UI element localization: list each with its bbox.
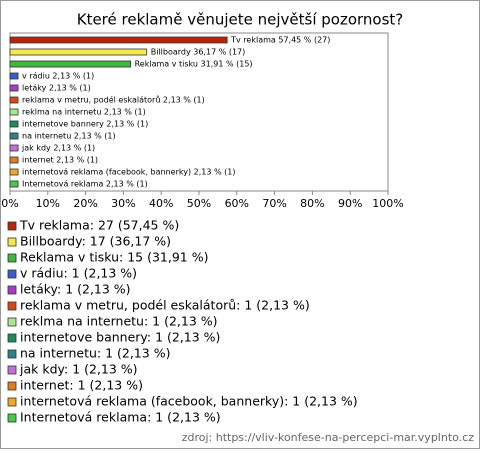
legend-swatch [7, 285, 17, 295]
value-label: internetová reklama (facebook, bannerky)… [22, 168, 235, 177]
chart-title: Které reklamě věnujete největší pozornos… [77, 11, 404, 29]
legend-label: Tv reklama: 27 (57,45 %) [19, 218, 179, 233]
value-label: Billboardy 36,17 % (17) [151, 48, 246, 57]
value-label: Internetová reklama 2,13 % (1) [22, 180, 148, 189]
legend-swatch [7, 365, 17, 375]
bar [9, 180, 19, 188]
bar [9, 156, 19, 164]
value-label: letáky 2,13 % (1) [22, 84, 91, 93]
legend-swatch [7, 317, 17, 327]
legend-label: letáky: 1 (2,13 %) [20, 282, 131, 297]
x-tick-label: 40% [149, 197, 173, 210]
plot-area [9, 32, 389, 192]
legend-swatch [7, 381, 17, 391]
value-label: internet 2,13 % (1) [22, 156, 98, 165]
bar [9, 120, 19, 128]
legend-label: Reklama v tisku: 15 (31,91 %) [20, 250, 208, 265]
x-tick-label: 80% [300, 197, 324, 210]
x-tick-label: 100% [372, 197, 403, 210]
x-tick-label: 70% [262, 197, 286, 210]
legend-label: Billboardy: 17 (36,17 %) [20, 234, 171, 249]
legend-swatch [7, 269, 17, 279]
legend-label: Internetová reklama: 1 (2,13 %) [20, 410, 221, 425]
value-label: reklma na internetu 2,13 % (1) [22, 108, 146, 117]
bar [9, 144, 19, 152]
x-tick-label: 60% [225, 197, 249, 210]
x-tick-label: 0% [1, 197, 18, 210]
value-label: v rádiu 2,13 % (1) [22, 72, 94, 81]
legend-swatch [7, 301, 17, 311]
legend-swatch [7, 253, 17, 263]
legend-label: jak kdy: 1 (2,13 %) [19, 362, 138, 377]
legend-label: internetove bannery: 1 (2,13 %) [20, 330, 220, 345]
bar [9, 84, 19, 92]
legend-swatch [7, 349, 17, 359]
source: zdroj: https://vliv-konfese-na-percepci-… [182, 431, 475, 444]
value-label: reklama v metru, podél eskalátorů 2,13 %… [22, 95, 205, 105]
bar [9, 96, 19, 104]
x-tick-label: 20% [73, 197, 97, 210]
bar [9, 36, 228, 44]
value-label: jak kdy 2,13 % (1) [21, 144, 95, 153]
legend-label: na internetu: 1 (2,13 %) [20, 346, 170, 361]
x-tick-label: 90% [338, 197, 362, 210]
legend-label: internetová reklama (facebook, bannerky)… [20, 394, 358, 409]
legend-label: reklma na internetu: 1 (2,13 %) [20, 314, 218, 329]
legend-swatch [7, 397, 17, 407]
x-tick-label: 10% [36, 197, 60, 210]
value-label: internetove bannery 2,13 % (1) [22, 120, 148, 129]
legend-label: internet: 1 (2,13 %) [20, 378, 143, 393]
x-tick-label: 30% [111, 197, 135, 210]
bar [9, 108, 19, 116]
x-tick-label: 50% [187, 197, 211, 210]
legend-swatch [7, 237, 17, 247]
bar [9, 60, 132, 68]
bar [9, 48, 148, 56]
legend-swatch [7, 333, 17, 343]
bar [9, 132, 19, 140]
bar [9, 168, 19, 176]
value-label: Reklama v tisku 31,91 % (15) [135, 60, 253, 69]
value-label: na internetu 2,13 % (1) [22, 132, 116, 141]
legend-label: v rádiu: 1 (2,13 %) [20, 266, 137, 281]
legend-label: reklama v metru, podél eskalátorů: 1 (2,… [20, 298, 310, 313]
legend-swatch [7, 413, 17, 423]
bar [9, 72, 19, 80]
legend-swatch [7, 221, 17, 231]
value-label: Tv reklama 57,45 % (27) [230, 36, 330, 45]
